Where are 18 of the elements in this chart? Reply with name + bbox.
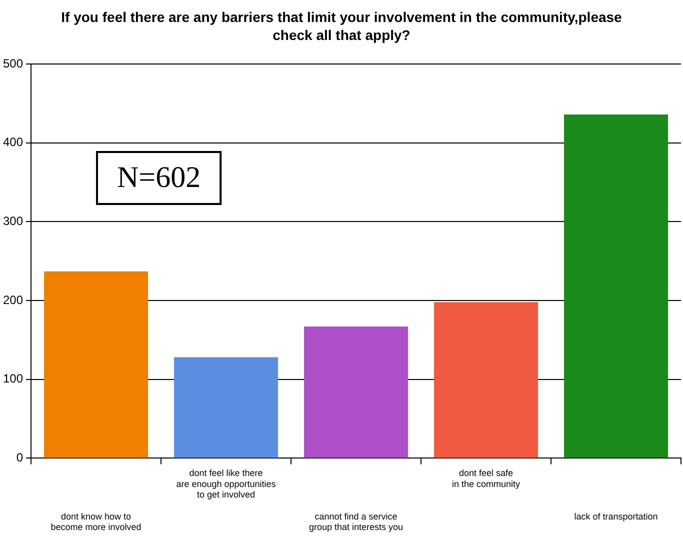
y-tick-label: 100 xyxy=(2,372,24,386)
bar xyxy=(564,114,668,458)
bar xyxy=(304,326,408,458)
x-tick-label: dont feel like there are enough opportunities to get involved xyxy=(176,468,276,500)
x-tick-label: dont know how to become more involved xyxy=(50,511,142,532)
annotation: N=602 xyxy=(117,160,201,194)
x-tick-label: dont feel safe in the community xyxy=(452,468,521,489)
y-tick-label: 300 xyxy=(2,214,24,228)
y-tick-label: 200 xyxy=(2,292,24,307)
x-tick-label: cannot find a service group that interests you xyxy=(308,511,404,532)
y-tick-label: 500 xyxy=(2,56,24,70)
bar xyxy=(44,271,148,458)
bar xyxy=(434,302,538,458)
bar xyxy=(174,357,278,458)
x-tick-label: lack of transportation xyxy=(574,511,658,522)
y-tick-label: 400 xyxy=(2,135,24,150)
y-tick-label: 0 xyxy=(16,450,24,465)
chart-title: If you feel there are any barriers that limit your involvement in the community,please check all that apply? xyxy=(60,8,623,44)
